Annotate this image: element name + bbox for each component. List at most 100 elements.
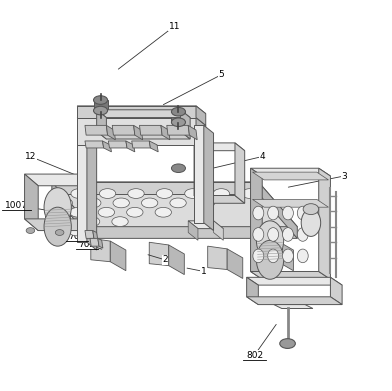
Text: 12: 12 [25, 152, 36, 161]
Polygon shape [330, 277, 342, 305]
Ellipse shape [70, 207, 86, 217]
Ellipse shape [113, 198, 129, 208]
Ellipse shape [253, 249, 264, 263]
Ellipse shape [94, 106, 107, 115]
Text: 11: 11 [169, 22, 180, 30]
Ellipse shape [26, 228, 35, 233]
Ellipse shape [85, 198, 101, 208]
Ellipse shape [268, 249, 279, 263]
Polygon shape [45, 207, 70, 227]
Polygon shape [235, 143, 245, 203]
Text: 3: 3 [341, 172, 347, 181]
Ellipse shape [44, 188, 71, 227]
Polygon shape [171, 112, 185, 122]
Text: 802: 802 [246, 351, 263, 360]
Polygon shape [134, 126, 143, 140]
Polygon shape [161, 126, 170, 140]
Text: 4: 4 [260, 152, 265, 161]
Ellipse shape [283, 206, 293, 220]
Text: 5: 5 [218, 70, 224, 79]
Polygon shape [319, 168, 330, 279]
Ellipse shape [283, 249, 293, 263]
Polygon shape [87, 126, 97, 250]
Ellipse shape [155, 207, 171, 217]
Polygon shape [194, 143, 245, 151]
Polygon shape [25, 174, 93, 186]
Ellipse shape [170, 198, 186, 208]
Ellipse shape [297, 249, 308, 263]
Ellipse shape [98, 207, 114, 217]
Polygon shape [194, 143, 204, 203]
Ellipse shape [280, 339, 295, 348]
Ellipse shape [94, 96, 107, 104]
Polygon shape [188, 221, 223, 229]
Polygon shape [102, 141, 111, 152]
Polygon shape [77, 106, 196, 118]
Polygon shape [106, 126, 115, 140]
Polygon shape [52, 194, 297, 239]
Polygon shape [149, 141, 158, 152]
Polygon shape [52, 182, 258, 194]
Polygon shape [93, 231, 98, 240]
Ellipse shape [156, 189, 172, 198]
Ellipse shape [256, 240, 284, 279]
Polygon shape [132, 141, 151, 148]
Polygon shape [194, 126, 204, 223]
Ellipse shape [83, 217, 100, 226]
Polygon shape [214, 221, 223, 240]
Ellipse shape [56, 198, 73, 208]
Ellipse shape [112, 217, 128, 226]
Polygon shape [77, 118, 196, 145]
Ellipse shape [303, 204, 319, 215]
Ellipse shape [213, 189, 229, 198]
Polygon shape [227, 249, 243, 278]
Polygon shape [112, 126, 135, 135]
Polygon shape [90, 239, 99, 246]
Ellipse shape [171, 164, 185, 172]
Polygon shape [188, 221, 198, 240]
Polygon shape [247, 277, 342, 285]
Ellipse shape [128, 189, 144, 198]
Ellipse shape [268, 206, 279, 220]
Polygon shape [188, 126, 197, 140]
Ellipse shape [171, 108, 185, 116]
Polygon shape [85, 126, 107, 135]
Ellipse shape [268, 228, 279, 241]
Polygon shape [194, 196, 245, 203]
Polygon shape [247, 297, 342, 305]
Ellipse shape [241, 189, 258, 198]
Ellipse shape [44, 207, 71, 246]
Polygon shape [149, 242, 169, 265]
Polygon shape [196, 118, 206, 152]
Polygon shape [252, 172, 328, 180]
Polygon shape [250, 271, 330, 279]
Ellipse shape [301, 209, 321, 237]
Ellipse shape [142, 198, 158, 208]
Ellipse shape [253, 228, 264, 241]
Polygon shape [91, 239, 110, 262]
Polygon shape [108, 141, 127, 148]
Polygon shape [85, 231, 94, 239]
Ellipse shape [185, 189, 201, 198]
Polygon shape [52, 182, 297, 227]
Polygon shape [79, 174, 93, 231]
Polygon shape [252, 199, 328, 207]
Polygon shape [278, 241, 293, 271]
Ellipse shape [55, 217, 71, 226]
Polygon shape [97, 110, 106, 139]
Polygon shape [110, 241, 126, 271]
Polygon shape [250, 168, 330, 176]
Polygon shape [274, 305, 313, 308]
Polygon shape [167, 126, 189, 135]
Ellipse shape [127, 207, 143, 217]
Polygon shape [258, 182, 297, 239]
Text: 2: 2 [162, 255, 168, 264]
Polygon shape [77, 118, 206, 126]
Ellipse shape [253, 206, 264, 220]
Polygon shape [258, 239, 278, 262]
Polygon shape [250, 168, 262, 279]
Polygon shape [258, 240, 283, 260]
Polygon shape [196, 106, 206, 126]
Ellipse shape [55, 230, 64, 235]
Polygon shape [25, 174, 38, 231]
